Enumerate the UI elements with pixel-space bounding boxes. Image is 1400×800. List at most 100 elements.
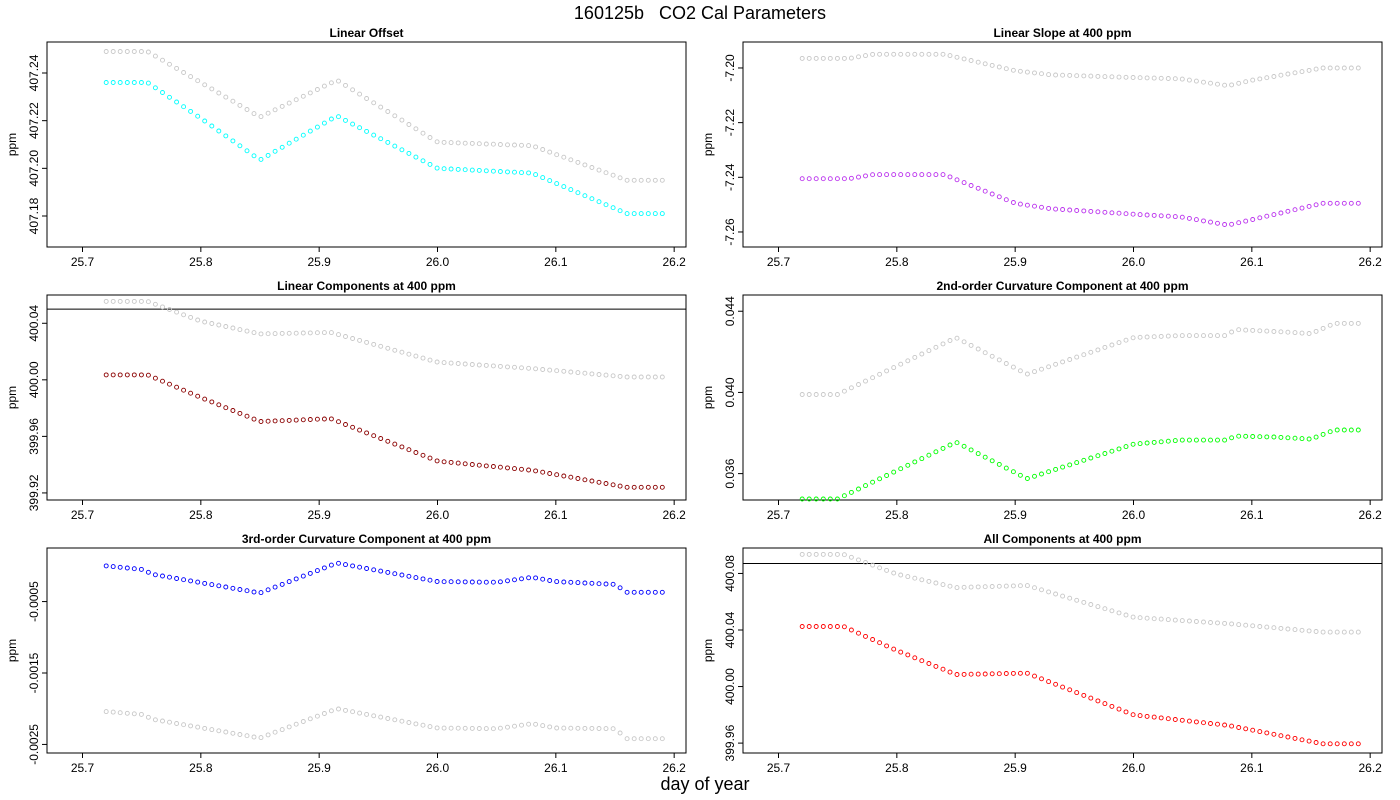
data-point <box>912 459 918 465</box>
data-point <box>1208 721 1213 726</box>
gray-point <box>181 312 187 318</box>
data-point <box>202 580 208 586</box>
data-point <box>427 577 433 583</box>
data-point <box>265 152 271 158</box>
gray-point <box>652 736 658 742</box>
gray-point <box>905 574 911 580</box>
data-point <box>279 581 285 587</box>
data-point <box>891 172 897 178</box>
data-point <box>357 125 363 131</box>
gray-point <box>110 49 116 54</box>
data-point <box>469 579 475 585</box>
data-point <box>968 183 974 188</box>
gray-point <box>1186 333 1192 339</box>
data-point <box>138 80 144 85</box>
data-point <box>307 128 313 134</box>
gray-point <box>1243 79 1249 85</box>
data-point <box>103 372 109 378</box>
gray-point <box>1130 75 1136 80</box>
data-point <box>476 579 482 585</box>
gray-point <box>1222 333 1228 339</box>
gray-point <box>1257 624 1263 629</box>
data-point <box>124 565 130 571</box>
data-point <box>554 579 560 585</box>
gray-point <box>279 330 285 336</box>
gray-point <box>1313 328 1319 334</box>
gray-point <box>1151 616 1157 622</box>
data-point <box>631 484 637 490</box>
gray-point <box>1250 77 1256 83</box>
gray-point <box>568 725 574 731</box>
y-tick-label: 399.96 <box>723 724 737 761</box>
gray-point <box>659 374 665 380</box>
data-point <box>364 430 370 436</box>
data-point <box>1010 469 1016 475</box>
data-point <box>1081 692 1087 698</box>
gray-point <box>279 103 285 109</box>
data-point <box>420 576 426 582</box>
gray-point <box>160 57 165 63</box>
gray-point <box>1123 612 1129 618</box>
data-point <box>455 166 461 172</box>
data-point <box>884 643 890 649</box>
gray-point <box>371 100 377 106</box>
data-point <box>1271 434 1277 440</box>
gray-point <box>870 375 876 381</box>
data-point <box>848 489 854 495</box>
gray-point <box>827 551 833 557</box>
data-point <box>216 128 222 134</box>
data-point <box>174 576 180 581</box>
gray-point <box>258 331 264 337</box>
data-point <box>1201 720 1206 726</box>
gray-point <box>526 721 532 727</box>
gray-point <box>898 572 904 578</box>
gray-point <box>554 725 560 731</box>
data-point <box>1109 448 1115 454</box>
gray-point <box>1208 333 1213 339</box>
data-point <box>617 585 623 591</box>
data-point <box>912 655 918 661</box>
gray-point <box>1109 608 1115 614</box>
gray-point <box>314 330 320 336</box>
data-point <box>272 148 278 154</box>
data-point <box>117 372 123 378</box>
gray-point <box>209 86 215 92</box>
data-point <box>1158 213 1164 219</box>
y-axis-label: ppm <box>5 386 19 409</box>
gray-point <box>933 344 939 350</box>
gray-point <box>1208 620 1213 625</box>
data-point <box>1158 439 1164 445</box>
data-point <box>554 181 560 187</box>
data-point <box>1074 460 1080 466</box>
gray-point <box>806 55 812 61</box>
gray-point <box>1229 329 1235 335</box>
gray-point <box>884 51 890 57</box>
gray-point <box>300 330 306 336</box>
data-point <box>919 456 925 462</box>
gray-point <box>1032 70 1037 76</box>
data-point <box>174 99 180 105</box>
gray-point <box>202 319 208 325</box>
data-point <box>856 174 861 180</box>
gray-point <box>540 723 546 729</box>
data-point <box>307 417 313 422</box>
gray-point <box>1017 368 1023 374</box>
data-point <box>223 584 229 590</box>
data-point <box>160 378 165 384</box>
data-point <box>406 573 412 579</box>
gray-point <box>160 304 165 310</box>
gray-point <box>519 142 524 148</box>
data-point <box>877 640 883 646</box>
gray-point <box>138 298 144 304</box>
data-point <box>1032 473 1037 479</box>
gray-point <box>286 724 292 730</box>
data-point <box>1278 210 1284 216</box>
gray-point <box>582 370 588 376</box>
gray-point <box>357 710 363 716</box>
data-point <box>1130 211 1136 217</box>
gray-point <box>223 729 229 735</box>
gray-point <box>1186 618 1192 624</box>
data-point <box>364 566 370 571</box>
data-point <box>519 576 524 582</box>
gray-point <box>1137 615 1143 621</box>
